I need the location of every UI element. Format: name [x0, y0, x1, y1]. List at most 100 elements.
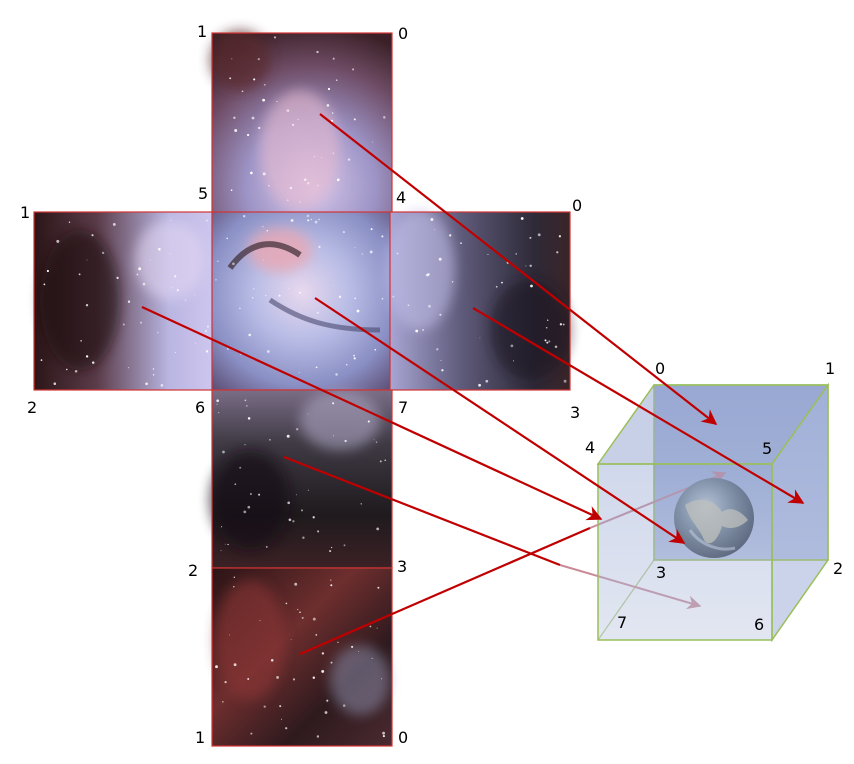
star-speck: [288, 287, 290, 289]
star-speck: [315, 366, 318, 369]
star-speck: [487, 253, 489, 256]
star-speck: [337, 641, 339, 643]
star-speck: [297, 118, 299, 120]
star-speck: [562, 323, 565, 326]
star-speck: [376, 527, 380, 531]
star-speck: [112, 222, 116, 226]
star-speck: [142, 282, 146, 286]
arrow-bottom-to-cube: [283, 455, 561, 567]
star-speck: [430, 218, 434, 221]
star-speck: [301, 616, 304, 619]
star-speck: [233, 663, 237, 667]
star-speck: [342, 231, 345, 234]
star-speck: [145, 382, 148, 386]
star-speck: [258, 493, 261, 496]
star-speck: [330, 119, 334, 123]
star-speck: [326, 699, 329, 702]
star-speck: [169, 253, 171, 255]
star-speck: [316, 735, 320, 738]
star-speck: [226, 237, 228, 240]
star-speck: [230, 189, 233, 191]
bottom-face-label-br: 3: [397, 557, 407, 576]
star-speck: [544, 339, 547, 342]
star-speck: [314, 156, 316, 158]
star-speck: [370, 228, 373, 231]
star-speck: [333, 435, 334, 437]
star-speck: [244, 399, 247, 402]
star-speck: [250, 493, 252, 495]
star-speck: [331, 112, 334, 114]
star-speck: [289, 186, 293, 190]
star-speck: [335, 373, 338, 376]
star-speck: [529, 236, 532, 239]
face-right: [385, 210, 571, 391]
star-speck: [556, 251, 559, 254]
face-bottom: [210, 389, 393, 569]
star-speck: [80, 340, 82, 342]
top-face-label-tr: 0: [398, 24, 408, 43]
star-speck: [170, 219, 172, 221]
left-face-label-bl: 2: [27, 398, 37, 417]
star-speck: [415, 329, 419, 333]
star-speck: [244, 444, 246, 446]
star-speck: [278, 294, 281, 297]
star-speck: [344, 439, 347, 443]
star-speck: [354, 297, 357, 300]
star-speck: [270, 658, 274, 662]
star-speck: [345, 363, 348, 366]
star-speck: [285, 602, 288, 605]
star-speck: [91, 234, 94, 237]
star-speck: [174, 275, 177, 278]
star-speck: [226, 348, 229, 350]
star-speck: [317, 530, 320, 533]
star-speck: [369, 625, 372, 628]
star-speck: [547, 319, 549, 321]
star-speck: [216, 399, 220, 403]
front-face-label-tr: 4: [396, 188, 406, 207]
face-top: [210, 30, 393, 214]
star-speck: [332, 285, 334, 287]
star-speck: [338, 295, 342, 299]
star-speck: [250, 171, 253, 175]
star-speck: [40, 359, 43, 361]
star-speck: [285, 727, 288, 730]
arrow-back-to-cube: [299, 526, 591, 656]
star-speck: [449, 234, 452, 237]
star-speck: [352, 68, 355, 71]
star-speck: [221, 526, 223, 528]
star-speck: [356, 309, 360, 313]
star-speck: [257, 57, 260, 61]
star-speck: [263, 705, 266, 708]
star-speck: [174, 351, 177, 354]
back-face-label-bl: 1: [195, 728, 205, 747]
arrow-left-to-cube: [141, 306, 603, 521]
star-speck: [127, 300, 131, 303]
star-speck: [337, 178, 340, 182]
star-speck: [347, 158, 351, 161]
star-speck: [262, 259, 264, 261]
star-speck: [367, 420, 370, 423]
star-speck: [436, 348, 439, 351]
star-speck: [233, 586, 235, 588]
star-speck: [383, 116, 386, 119]
star-speck: [234, 483, 237, 486]
star-speck: [302, 536, 305, 539]
star-speck: [332, 402, 335, 405]
cube-vertex-labels: 0 1 4 5 3 2 7 6: [585, 359, 843, 634]
star-speck: [240, 354, 242, 356]
star-speck: [276, 100, 278, 103]
front-face-label-bl: 6: [195, 398, 205, 417]
star-speck: [290, 218, 294, 222]
star-speck: [381, 678, 382, 680]
star-speck: [512, 360, 515, 362]
star-speck: [276, 675, 280, 679]
front-face-label-tl: 5: [198, 184, 208, 203]
star-speck: [351, 645, 354, 648]
star-speck: [266, 350, 270, 353]
star-speck: [307, 413, 309, 415]
star-speck: [427, 273, 430, 276]
star-speck: [312, 676, 315, 679]
star-speck: [262, 172, 266, 176]
star-speck: [563, 379, 567, 383]
star-speck: [101, 251, 105, 255]
